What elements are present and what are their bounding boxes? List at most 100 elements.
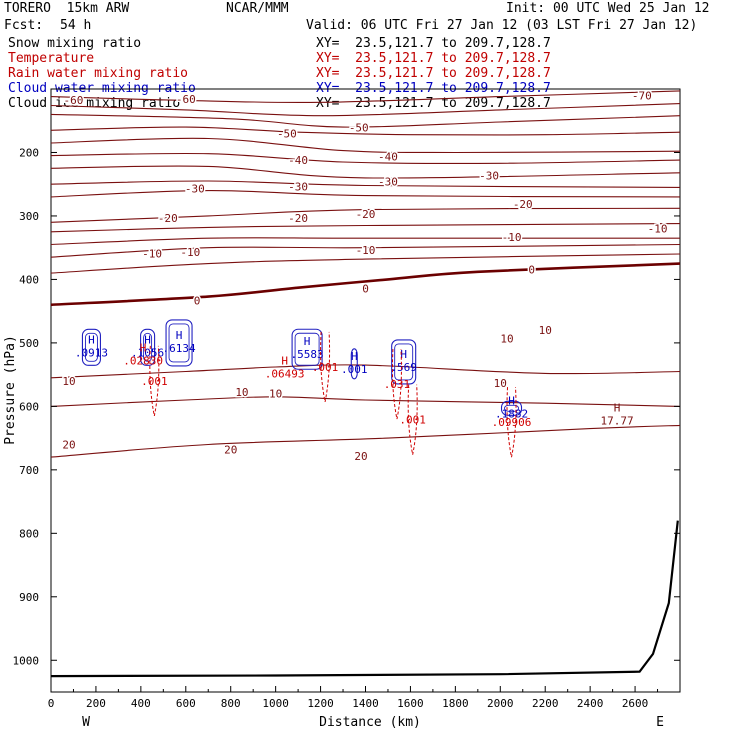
cloud-max-value: .1056 <box>131 346 164 359</box>
y-tick-label: 600 <box>19 400 39 413</box>
isotherm-label: 20 <box>62 438 75 451</box>
isotherm-label: -10 <box>356 244 376 257</box>
isotherm-line <box>50 190 681 198</box>
x-tick-label: 800 <box>221 697 241 710</box>
isotherm-label: -30 <box>288 181 308 194</box>
rain-max-marker: H <box>614 401 621 414</box>
rain-max-value: .031 <box>384 378 411 391</box>
isotherm-label: -20 <box>158 212 178 225</box>
field-name-rain: Rain water mixing ratio <box>8 66 189 81</box>
isotherm-line <box>50 253 681 274</box>
forecast-hours: 54 h <box>60 18 92 33</box>
cloud-water-contour-inner <box>84 332 98 362</box>
cloud-max-value: .0913 <box>75 346 108 359</box>
cloud-water-contour <box>140 328 156 366</box>
field-name-snow: Snow mixing ratio <box>8 36 142 51</box>
rain-max-value: .09906 <box>492 416 532 429</box>
isotherm-line <box>50 243 681 258</box>
x-axis-label: Distance (km) <box>319 715 421 730</box>
y-axis-label: Pressure (hPa) <box>3 335 18 445</box>
isotherm-line <box>50 103 681 117</box>
cloud-max-value: .5583 <box>291 348 324 361</box>
isotherm-label: -40 <box>378 150 398 163</box>
isotherm-label: 10 <box>494 377 507 390</box>
rain-contour <box>391 349 402 420</box>
isotherm-label: -20 <box>513 198 533 211</box>
y-tick-label: 700 <box>19 464 39 477</box>
cloud-max-marker: H <box>144 333 151 346</box>
y-tick-label: 800 <box>19 527 39 540</box>
rain-contour <box>407 384 418 455</box>
isotherm-label: -60 <box>64 94 84 107</box>
organization: NCAR/MMM <box>226 1 289 16</box>
cloud-max-marker: H <box>400 348 407 361</box>
isotherm-line <box>50 90 681 104</box>
cloud-max-marker: H <box>351 350 358 363</box>
isotherm-line <box>50 180 681 188</box>
isotherm-line <box>50 165 681 179</box>
y-tick-label: 400 <box>19 273 39 286</box>
isotherm-label: 0 <box>362 282 369 295</box>
isotherm-line <box>50 262 681 307</box>
field-name-temperature: Temperature <box>8 51 95 66</box>
isotherm-label: 20 <box>224 444 237 457</box>
isotherm-line <box>50 152 681 165</box>
axes: 0 200 400 600 800 1000 1200 1400 1600 1800 2000 220… <box>13 146 680 710</box>
terrain-surface <box>50 520 679 678</box>
isotherm-line <box>50 223 681 233</box>
rain-contour <box>320 331 331 403</box>
rain-max-value: .02830 <box>123 355 163 368</box>
cloud-water-contour <box>165 319 193 367</box>
rain-max-marker: H <box>140 342 147 355</box>
isotherm-line <box>50 113 681 128</box>
x-tick-label: 2000 <box>487 697 514 710</box>
isotherm-line <box>50 237 680 246</box>
cloud-water-contour-inner <box>168 323 190 363</box>
isotherm-line <box>50 424 681 458</box>
isotherm-label: 10 <box>500 332 513 345</box>
isotherm-label: -20 <box>356 208 376 221</box>
rain-contour <box>149 345 160 416</box>
cloud-water-contour-inner <box>294 332 320 366</box>
cloud-max-value: .001 <box>341 363 368 376</box>
y-tick-label: 900 <box>19 591 39 604</box>
isotherm-label: 10 <box>62 375 75 388</box>
isotherm-label: -30 <box>378 176 398 189</box>
cloud-max-marker: H <box>304 335 311 348</box>
x-tick-label: 0 <box>48 697 55 710</box>
y-tick-label: 1000 <box>13 654 40 667</box>
rain-max-value: .06493 <box>265 367 305 380</box>
rain-max-marker: H <box>281 354 288 367</box>
cloud-max-value: .6134 <box>162 342 195 355</box>
isotherm-label: -50 <box>277 127 297 140</box>
isotherm-label: -10 <box>142 247 162 260</box>
forecast-label: Fcst: <box>4 18 44 33</box>
cloud-max-marker: H <box>508 394 515 407</box>
x-tick-label: 1200 <box>307 697 334 710</box>
cloud-water-contour <box>500 400 523 416</box>
isotherm-label: -30 <box>185 183 205 196</box>
west-label: W <box>82 715 90 730</box>
isotherm-line <box>50 137 681 154</box>
cloud-water-contour-inner <box>394 343 414 381</box>
cloud-max-value: .1882 <box>495 407 528 420</box>
isotherm-label: -60 <box>176 93 196 106</box>
isotherm-line <box>50 364 681 379</box>
isotherm-contours <box>50 90 681 458</box>
x-tick-label: 200 <box>86 697 106 710</box>
isotherm-line <box>50 396 681 407</box>
rain-max-value: .001 <box>141 375 168 388</box>
isotherm-label: -70 <box>632 89 652 102</box>
plot-frame <box>50 88 681 693</box>
isotherm-labels: -60 -60 -70 -50 -50 -40 -40 -30 -30 -30 -30 -20 -20 -… <box>61 88 669 465</box>
field-xy-cloud-ice: XY= 23.5,121.7 to 209.7,128.7 <box>316 96 551 111</box>
x-tick-label: 1000 <box>262 697 289 710</box>
y-tick-label: 300 <box>19 210 39 223</box>
isotherm-label: -20 <box>288 212 308 225</box>
terrain-line <box>50 520 679 678</box>
isotherm-label: -10 <box>180 246 200 259</box>
cloud-max-value: .569 <box>390 361 417 374</box>
cloud-water-contour <box>391 339 417 385</box>
cloud-water-contour-inner <box>504 404 519 412</box>
isotherm-label: -40 <box>288 154 308 167</box>
